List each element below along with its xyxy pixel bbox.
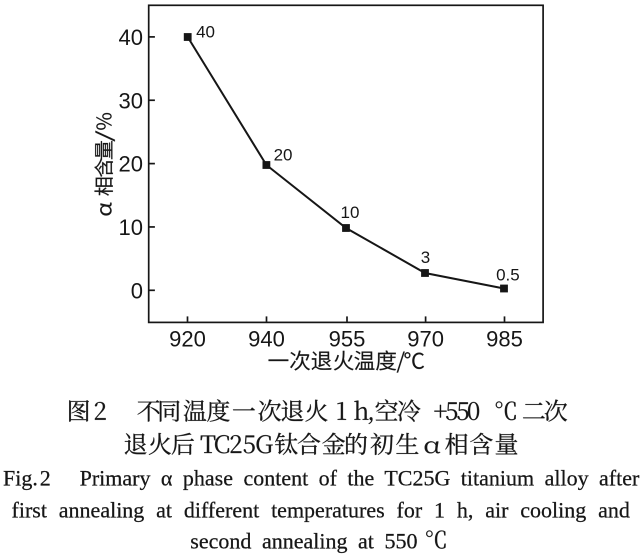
svg-text:955: 955 <box>329 327 366 352</box>
svg-text:985: 985 <box>486 327 523 352</box>
svg-text:940: 940 <box>248 327 285 352</box>
svg-text:920: 920 <box>169 327 206 352</box>
svg-text:2: 2 <box>40 466 51 491</box>
svg-text:40: 40 <box>196 23 215 42</box>
svg-text:0: 0 <box>131 278 143 303</box>
svg-text:Fig.: Fig. <box>3 466 38 491</box>
svg-text:second annealing at 550: second annealing at 550 <box>190 528 417 553</box>
svg-text:10: 10 <box>341 203 360 222</box>
svg-text:10: 10 <box>119 215 143 240</box>
svg-text:3: 3 <box>421 248 430 267</box>
svg-text:Primary α phase content of the: Primary α phase content of the TC25G tit… <box>80 466 640 491</box>
svg-text:first annealing at different t: first annealing at different temperature… <box>12 497 630 522</box>
svg-text:20: 20 <box>119 152 143 177</box>
svg-text:0.5: 0.5 <box>496 265 520 284</box>
svg-text:970: 970 <box>407 327 444 352</box>
svg-text:40: 40 <box>119 25 143 50</box>
svg-text:20: 20 <box>274 146 293 165</box>
svg-text:30: 30 <box>119 88 143 113</box>
